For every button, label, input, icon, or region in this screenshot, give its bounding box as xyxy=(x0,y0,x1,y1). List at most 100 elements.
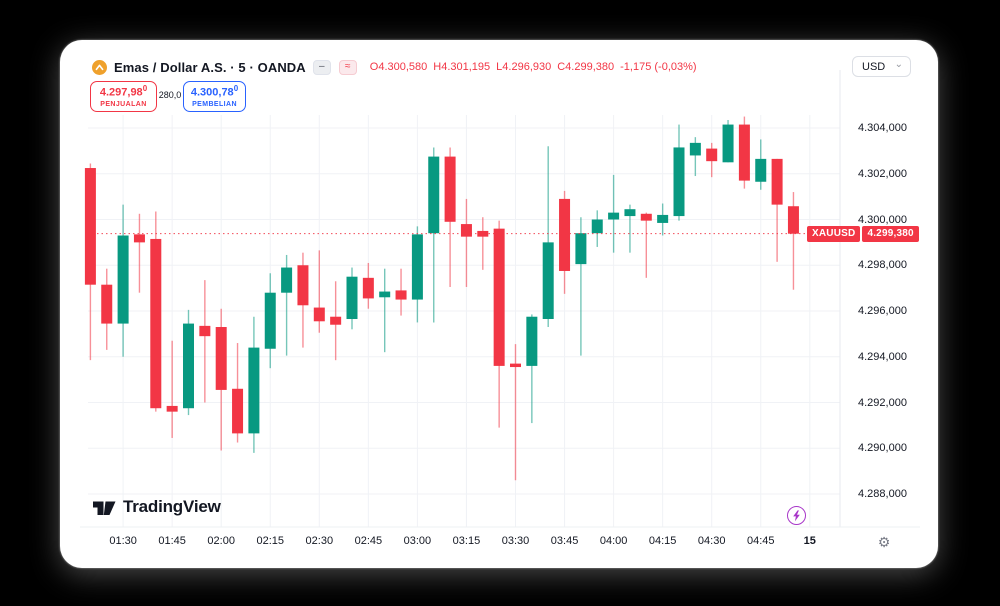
low-value: L4.296,930 xyxy=(496,61,552,73)
candle xyxy=(559,198,571,271)
time-axis-label: 01:45 xyxy=(158,535,186,547)
candle xyxy=(526,316,538,366)
candle xyxy=(379,291,391,298)
buy-price: 4.300,780 xyxy=(190,84,239,99)
candle xyxy=(624,209,636,217)
price-axis-label: 4.304,000 xyxy=(858,122,907,134)
collapse-legend-icon[interactable]: – xyxy=(312,59,331,75)
symbol-title[interactable]: Emas / Dollar A.S. · 5 · OANDA xyxy=(114,59,306,75)
price-axis-label: 4.300,000 xyxy=(858,213,907,226)
price-axis-label: 4.302,000 xyxy=(858,167,907,180)
change-value: -1,175 (-0,03%) xyxy=(620,61,697,73)
time-axis-label: 03:30 xyxy=(501,535,530,547)
candle xyxy=(706,148,718,162)
candle xyxy=(150,238,162,409)
gold-coin-icon xyxy=(92,59,107,75)
high-value: H4.301,195 xyxy=(433,61,491,73)
candle xyxy=(428,156,440,234)
alert-lightning-button[interactable] xyxy=(787,506,806,525)
currency-selector[interactable]: USD ⌄ xyxy=(852,56,911,77)
close-value: C4.299,380 xyxy=(557,61,615,73)
candle xyxy=(510,363,521,368)
chart-widget-card: Emas / Dollar A.S. · 5 · OANDA – ≈ O4.30… xyxy=(60,40,938,568)
candle xyxy=(689,142,701,156)
price-axis-label: 4.290,000 xyxy=(858,442,907,455)
spread-value: 280,0 xyxy=(158,90,182,100)
candle xyxy=(460,224,472,237)
candle xyxy=(411,234,423,300)
candle xyxy=(117,235,129,324)
time-axis-label: 15 xyxy=(803,535,816,547)
gear-icon[interactable]: ⚙ xyxy=(877,535,891,551)
candle xyxy=(608,212,620,220)
candle xyxy=(183,323,194,409)
sell-button[interactable]: 4.297,980 PENJUALAN xyxy=(90,81,157,112)
price-axis-label: 4.298,000 xyxy=(858,259,907,272)
candle xyxy=(330,316,342,325)
candle xyxy=(281,267,293,293)
price-axis-label: 4.288,000 xyxy=(858,488,907,500)
candle xyxy=(575,233,587,265)
candle xyxy=(493,228,505,366)
sell-label: PENJUALAN xyxy=(100,100,147,108)
candle xyxy=(133,234,145,243)
candle xyxy=(297,265,309,306)
candle xyxy=(232,388,244,434)
time-axis-label: 02:30 xyxy=(305,535,334,547)
candle xyxy=(264,292,276,349)
ohlc-legend: O4.300,580 H4.301,195 L4.296,930 C4.299,… xyxy=(370,61,697,73)
time-axis-label: 03:45 xyxy=(550,535,579,547)
buy-button[interactable]: 4.300,780 PEMBELIAN xyxy=(183,81,246,112)
chart-header: Emas / Dollar A.S. · 5 · OANDA – ≈ O4.30… xyxy=(92,57,697,77)
candle xyxy=(395,290,407,300)
tradingview-mark-icon xyxy=(93,501,116,515)
currency-value: USD xyxy=(862,60,886,73)
time-axis-label: 02:00 xyxy=(207,535,235,547)
time-axis-label: 02:15 xyxy=(256,535,285,547)
candle xyxy=(787,206,799,234)
candle xyxy=(755,158,767,182)
time-axis-label: 04:00 xyxy=(599,535,628,547)
time-axis-label: 02:45 xyxy=(354,535,383,547)
candle xyxy=(673,147,685,217)
candle xyxy=(166,405,178,412)
candle xyxy=(738,124,750,181)
sell-price: 4.297,980 xyxy=(99,84,148,99)
candle xyxy=(657,214,669,223)
time-axis-label: 03:00 xyxy=(403,535,432,547)
chevron-down-icon: ⌄ xyxy=(894,58,903,70)
time-axis-label: 03:15 xyxy=(452,535,481,547)
time-axis-label: 04:15 xyxy=(648,535,677,547)
last-price-tag: XAUUSD 4.299,380 xyxy=(807,225,919,242)
candle xyxy=(477,230,489,237)
candle xyxy=(542,242,554,320)
last-price-value: 4.299,380 xyxy=(862,225,919,242)
candle xyxy=(444,156,456,222)
price-axis-label: 4.292,000 xyxy=(858,396,907,409)
time-axis-label: 04:30 xyxy=(697,535,726,547)
candle xyxy=(591,219,603,234)
candle xyxy=(313,307,325,322)
price-axis-label: 4.296,000 xyxy=(858,305,907,317)
time-axis-label: 04:45 xyxy=(746,535,775,547)
tradingview-logo[interactable]: TradingView xyxy=(93,497,221,517)
candle xyxy=(346,276,358,320)
candle xyxy=(101,284,113,324)
price-axis-label: 4.294,000 xyxy=(858,350,907,363)
last-price-symbol: XAUUSD xyxy=(807,225,861,242)
pattern-toggle-icon[interactable]: ≈ xyxy=(338,59,357,75)
tradingview-brand-text: TradingView xyxy=(123,497,221,516)
candle xyxy=(771,158,783,205)
candlestick-chart[interactable] xyxy=(60,40,938,568)
candle xyxy=(362,277,374,299)
buy-label: PEMBELIAN xyxy=(192,100,237,108)
time-axis-label: 01:30 xyxy=(109,535,137,547)
candle xyxy=(215,327,227,390)
candle xyxy=(640,213,652,221)
candle xyxy=(248,347,260,434)
candle xyxy=(199,325,211,337)
open-value: O4.300,580 xyxy=(369,61,428,73)
candle xyxy=(722,124,734,163)
candle xyxy=(84,168,96,285)
lightning-icon xyxy=(793,509,800,521)
